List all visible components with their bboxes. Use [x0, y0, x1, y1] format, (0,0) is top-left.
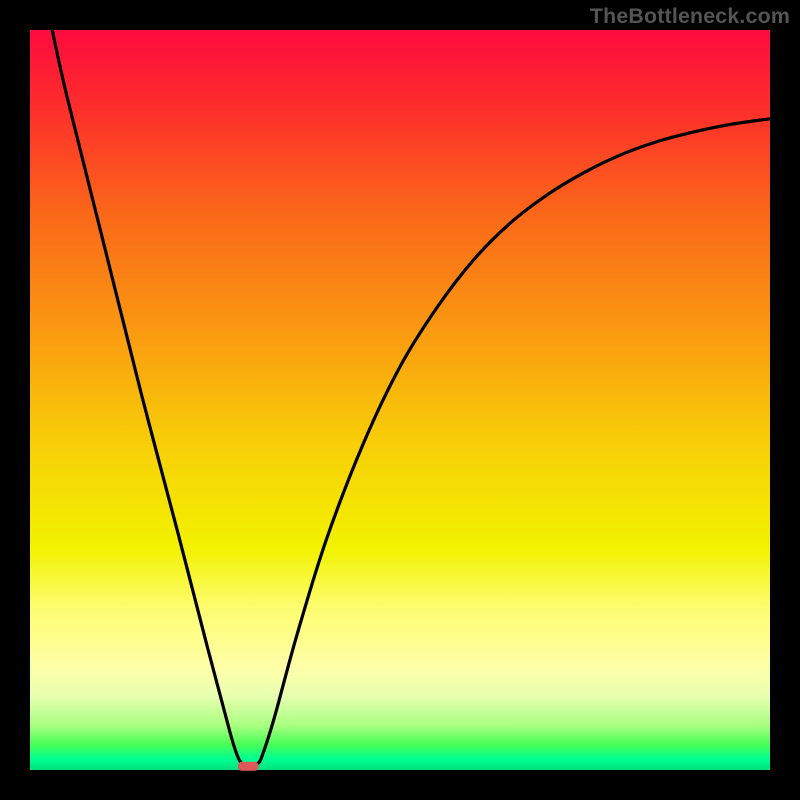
chart-svg — [0, 0, 800, 800]
watermark-text: TheBottleneck.com — [590, 4, 790, 29]
chart-container: { "watermark": { "text": "TheBottleneck.… — [0, 0, 800, 800]
minimum-marker — [238, 762, 259, 771]
